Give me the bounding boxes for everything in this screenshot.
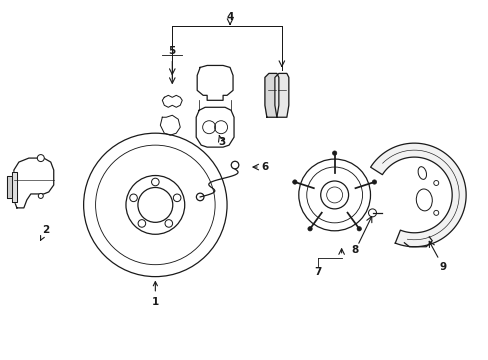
- Circle shape: [332, 151, 336, 155]
- Text: 6: 6: [261, 162, 268, 172]
- Text: 9: 9: [439, 262, 446, 272]
- Circle shape: [292, 180, 296, 184]
- Text: 3: 3: [218, 137, 225, 147]
- Text: 7: 7: [313, 267, 321, 276]
- Text: 4: 4: [226, 12, 233, 22]
- Circle shape: [356, 226, 361, 231]
- Polygon shape: [7, 176, 12, 198]
- Circle shape: [231, 161, 238, 169]
- Text: 2: 2: [41, 225, 49, 240]
- Polygon shape: [12, 172, 17, 202]
- Circle shape: [37, 154, 44, 162]
- Circle shape: [307, 226, 312, 231]
- Polygon shape: [264, 73, 278, 117]
- Text: 8: 8: [350, 245, 358, 255]
- Circle shape: [371, 180, 376, 184]
- Circle shape: [196, 193, 203, 201]
- Text: 5: 5: [168, 45, 176, 55]
- Polygon shape: [370, 143, 465, 247]
- Polygon shape: [274, 73, 288, 117]
- Text: 1: 1: [151, 282, 159, 306]
- Circle shape: [38, 193, 43, 198]
